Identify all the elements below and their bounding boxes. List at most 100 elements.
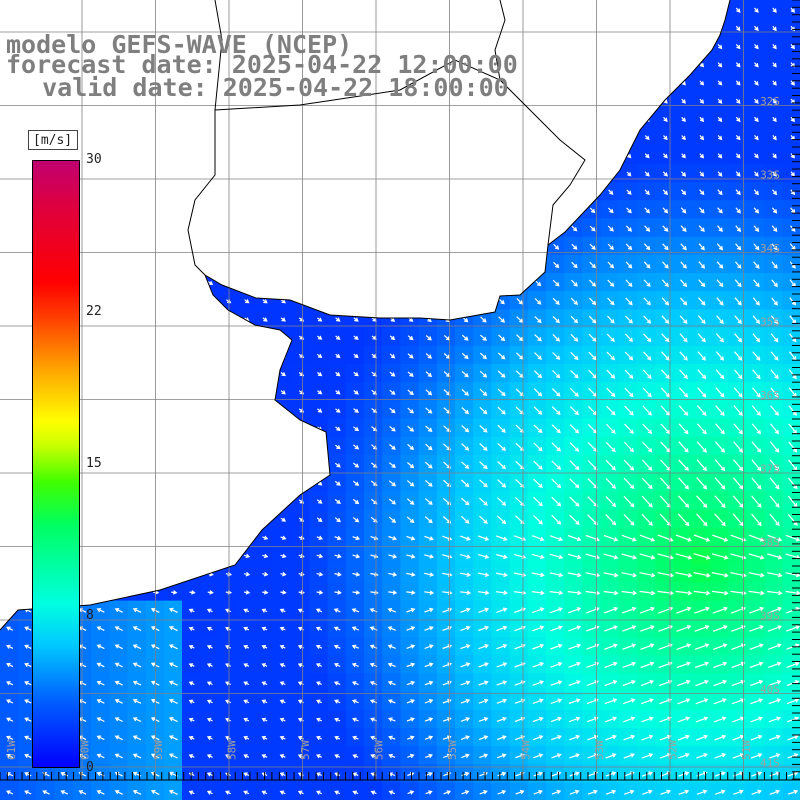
wind-arrow xyxy=(280,208,286,213)
wind-arrow xyxy=(408,7,414,13)
wind-arrow xyxy=(425,389,433,396)
wind-arrow xyxy=(426,208,432,213)
speed-cell xyxy=(618,618,638,638)
wind-arrow xyxy=(316,735,322,741)
lon-label: 57W xyxy=(299,740,312,760)
wind-arrow xyxy=(681,44,686,50)
speed-cell xyxy=(182,491,201,511)
wind-arrow xyxy=(387,680,396,686)
wind-arrow xyxy=(371,299,377,304)
speed-cell xyxy=(254,182,274,201)
wind-arrow xyxy=(134,481,141,486)
wind-arrow xyxy=(207,426,214,431)
wind-arrow xyxy=(426,189,432,195)
wind-arrow xyxy=(532,735,544,741)
speed-cell xyxy=(109,527,128,547)
speed-cell xyxy=(36,109,56,128)
wind-arrow xyxy=(262,444,268,449)
wind-arrow xyxy=(280,353,286,358)
wind-arrow xyxy=(735,44,741,50)
wind-arrow xyxy=(553,189,559,195)
wind-arrow xyxy=(623,477,635,490)
speed-cell xyxy=(254,254,274,274)
wind-arrow xyxy=(407,443,415,451)
wind-arrow xyxy=(243,571,251,577)
wind-arrow xyxy=(171,244,177,249)
wind-arrow xyxy=(207,171,214,176)
wind-arrow xyxy=(479,753,489,759)
speed-cell xyxy=(0,109,19,128)
wind-arrow xyxy=(188,626,195,631)
wind-arrow xyxy=(132,753,142,759)
speed-cell xyxy=(345,200,365,219)
wind-arrow xyxy=(751,405,761,417)
speed-cell xyxy=(273,145,292,165)
wind-arrow xyxy=(772,116,777,123)
wind-arrow xyxy=(333,663,341,668)
wind-arrow xyxy=(7,335,14,340)
wind-arrow xyxy=(767,590,783,596)
speed-cell xyxy=(436,18,456,37)
speed-cell xyxy=(18,0,37,19)
wind-arrow xyxy=(732,513,744,527)
wind-arrow xyxy=(98,590,105,595)
wind-arrow xyxy=(697,369,707,380)
wind-arrow xyxy=(460,535,471,541)
speed-cell xyxy=(327,200,347,219)
wind-arrow xyxy=(317,117,323,122)
speed-cell xyxy=(764,782,784,800)
wind-arrow xyxy=(444,135,450,140)
speed-cell xyxy=(527,673,547,693)
speed-cell xyxy=(782,673,800,693)
wind-arrow xyxy=(790,80,795,86)
lat-label: 33S xyxy=(760,169,780,182)
wind-arrow xyxy=(316,754,322,759)
wind-arrow xyxy=(134,208,141,213)
speed-cell xyxy=(145,491,165,511)
speed-cell xyxy=(546,91,565,110)
wind-arrow xyxy=(535,80,541,86)
speed-cell xyxy=(655,618,674,638)
wind-arrow xyxy=(262,463,268,468)
wind-arrow xyxy=(408,153,414,158)
wind-arrow xyxy=(644,153,650,159)
wind-arrow xyxy=(681,7,686,13)
wind-arrow xyxy=(406,644,416,649)
wind-arrow xyxy=(334,499,341,505)
wind-arrow xyxy=(114,717,123,723)
wind-arrow xyxy=(499,208,505,213)
speed-cell xyxy=(782,418,800,438)
wind-arrow xyxy=(790,153,795,159)
wind-arrow xyxy=(25,335,32,340)
wind-arrow xyxy=(571,153,577,159)
wind-arrow xyxy=(751,513,762,527)
speed-cell xyxy=(746,709,765,729)
speed-cell xyxy=(491,200,511,219)
speed-cell xyxy=(109,564,128,583)
speed-cell xyxy=(509,655,529,674)
wind-arrow xyxy=(389,244,395,249)
wind-arrow xyxy=(334,735,341,741)
wind-arrow xyxy=(280,463,286,468)
wind-arrow xyxy=(752,387,761,398)
speed-cell xyxy=(145,364,165,383)
speed-cell xyxy=(455,728,474,747)
wind-arrow xyxy=(735,153,741,159)
speed-cell xyxy=(418,109,438,128)
wind-arrow xyxy=(189,408,196,413)
wind-arrow xyxy=(732,495,744,508)
wind-arrow xyxy=(7,408,14,413)
wind-arrow xyxy=(461,334,469,341)
speed-cell xyxy=(218,527,238,547)
wind-arrow xyxy=(550,698,563,705)
wind-arrow xyxy=(787,753,799,759)
wind-arrow xyxy=(189,171,195,176)
wind-arrow xyxy=(243,608,250,613)
wind-arrow xyxy=(749,661,764,669)
wind-arrow xyxy=(353,135,359,140)
wind-arrow xyxy=(353,299,359,304)
speed-cell xyxy=(182,564,201,583)
speed-cell xyxy=(418,145,438,165)
speed-cell xyxy=(382,145,401,165)
wind-arrow xyxy=(590,7,596,13)
